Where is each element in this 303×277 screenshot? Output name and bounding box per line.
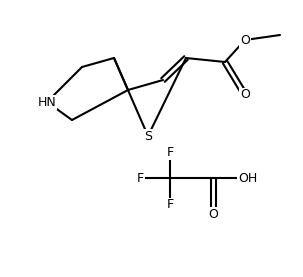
- Text: O: O: [240, 88, 250, 101]
- Text: OH: OH: [238, 171, 258, 184]
- Text: F: F: [166, 145, 174, 158]
- Text: F: F: [166, 199, 174, 212]
- Text: S: S: [144, 130, 152, 142]
- Text: HN: HN: [38, 96, 56, 109]
- Text: O: O: [208, 207, 218, 220]
- Text: F: F: [136, 171, 144, 184]
- Text: O: O: [240, 34, 250, 47]
